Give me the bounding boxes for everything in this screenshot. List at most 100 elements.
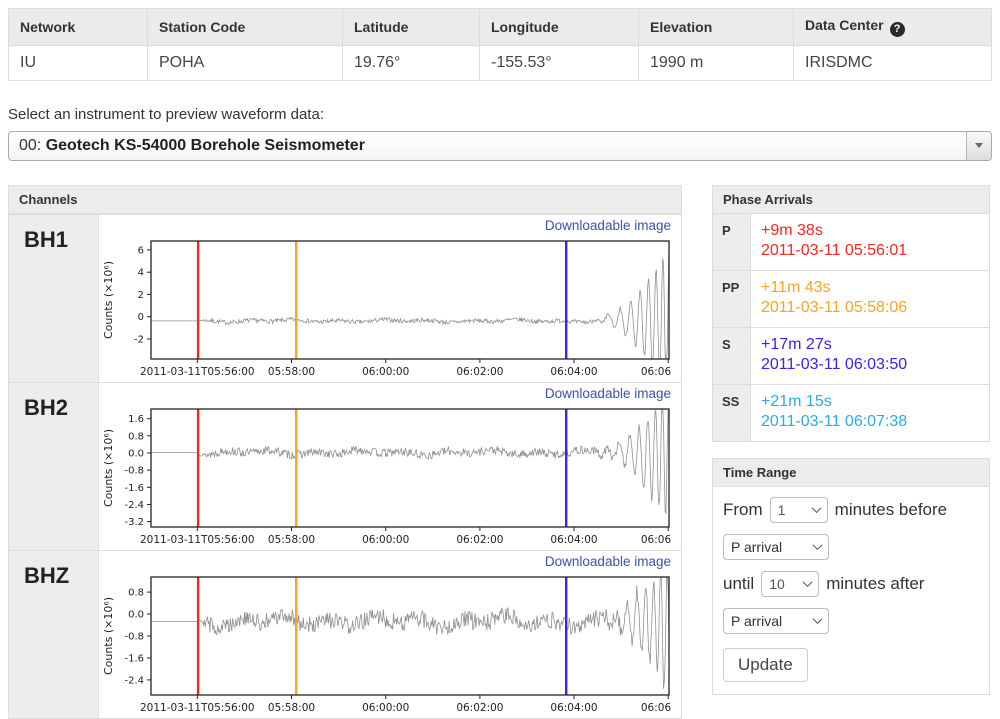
downloadable-image-link[interactable]: Downloadable image [545, 554, 671, 569]
svg-text:2: 2 [138, 289, 144, 300]
col-header-label: Station Code [159, 19, 245, 35]
svg-text:1.6: 1.6 [128, 414, 144, 425]
svg-text:0.8: 0.8 [128, 587, 144, 598]
channels-panel-title: Channels [9, 186, 681, 214]
svg-text:0.0: 0.0 [128, 448, 144, 459]
from-line: From 1 minutes before [723, 497, 979, 523]
phase-datetime: 2011-03-11 05:56:01 [761, 241, 979, 261]
phase-offset: +11m 43s [761, 278, 979, 298]
svg-text:-1.6: -1.6 [124, 482, 144, 493]
help-icon[interactable]: ? [890, 22, 905, 37]
svg-text:05:58:00: 05:58:00 [268, 366, 315, 378]
cell-latitude: 19.76° [343, 45, 480, 80]
col-header-longitude: Longitude [480, 9, 639, 46]
phase-row-p: P +9m 38s 2011-03-11 05:56:01 [713, 214, 989, 270]
chevron-down-icon [813, 540, 823, 550]
before-phase-line: P arrival [723, 534, 979, 560]
instrument-select-label: Select an instrument to preview waveform… [8, 106, 992, 123]
waveform-plot-bh2: Downloadable image 1.60.80.0-0.8-1.6-2.4… [99, 383, 681, 550]
col-header-label: Longitude [491, 19, 559, 35]
right-column: Phase Arrivals P +9m 38s 2011-03-11 05:5… [712, 185, 990, 695]
before-phase-value: P arrival [731, 539, 782, 555]
cell-network: IU [9, 45, 148, 80]
cell-longitude: -155.53° [480, 45, 639, 80]
downloadable-image-link[interactable]: Downloadable image [545, 386, 671, 401]
minutes-before-value: 1 [778, 502, 786, 518]
minutes-after-label: minutes after [826, 574, 924, 594]
phase-offset: +17m 27s [761, 335, 979, 355]
chevron-down-icon [813, 614, 823, 624]
phase-datetime: 2011-03-11 06:07:38 [761, 412, 979, 432]
until-line: until 10 minutes after [723, 571, 979, 597]
cell-station-code: POHA [148, 45, 343, 80]
svg-text:06:02:00: 06:02:00 [456, 366, 503, 378]
phase-arrivals-title: Phase Arrivals [713, 186, 989, 214]
svg-text:2011-03-11T05:56:00: 2011-03-11T05:56:00 [140, 702, 255, 714]
minutes-before-select[interactable]: 1 [770, 497, 828, 523]
phase-offset: +9m 38s [761, 221, 979, 241]
svg-text:06:02:00: 06:02:00 [456, 702, 503, 714]
phase-name: S [713, 328, 751, 384]
col-header-label: Network [20, 19, 75, 35]
svg-text:4: 4 [138, 267, 144, 278]
channel-row-bh2: BH2 Downloadable image 1.6 0.8 0.0 -0.8 -1.6… [9, 382, 681, 550]
station-info-table: Network Station Code Latitude Longitude … [8, 8, 992, 81]
phase-name: PP [713, 271, 751, 327]
waveform-chart: 1.60.80.0-0.8-1.6-2.4-3.22011-03-11T05:5… [101, 406, 675, 551]
update-button[interactable]: Update [723, 648, 808, 682]
station-page: Network Station Code Latitude Longitude … [0, 0, 1000, 716]
svg-text:06:04:00: 06:04:00 [550, 366, 597, 378]
svg-text:06:00:00: 06:00:00 [362, 534, 409, 546]
phase-row-ss: SS +21m 15s 2011-03-11 06:07:38 [713, 384, 989, 441]
station-table-data-row: IU POHA 19.76° -155.53° 1990 m IRISDMC [9, 45, 992, 80]
svg-text:-2: -2 [134, 334, 144, 345]
phase-values: +11m 43s 2011-03-11 05:58:06 [751, 271, 989, 327]
downloadable-image-link[interactable]: Downloadable image [545, 218, 671, 233]
after-phase-line: P arrival [723, 608, 979, 634]
svg-text:-0.8: -0.8 [124, 465, 144, 476]
svg-text:0.8: 0.8 [128, 431, 144, 442]
phase-row-pp: PP +11m 43s 2011-03-11 05:58:06 [713, 270, 989, 327]
svg-text:6: 6 [138, 245, 144, 256]
svg-text:Counts (×10⁶): Counts (×10⁶) [102, 260, 115, 338]
svg-text:0: 0 [138, 312, 144, 323]
waveform-plot-bh1: Downloadable image 6420-22011-03-11T05:5… [99, 215, 681, 382]
phase-name: P [713, 214, 751, 270]
phase-offset: +21m 15s [761, 392, 979, 412]
cell-elevation: 1990 m [639, 45, 794, 80]
after-phase-select[interactable]: P arrival [723, 608, 829, 634]
minutes-after-value: 10 [769, 576, 785, 592]
minutes-before-label: minutes before [835, 500, 947, 520]
svg-text:05:58:00: 05:58:00 [268, 702, 315, 714]
svg-text:Counts (×10⁶): Counts (×10⁶) [102, 428, 115, 506]
phase-datetime: 2011-03-11 06:03:50 [761, 355, 979, 375]
svg-text:06:06: 06:06 [641, 702, 672, 714]
phase-values: +9m 38s 2011-03-11 05:56:01 [751, 214, 989, 270]
svg-text:06:00:00: 06:00:00 [362, 366, 409, 378]
svg-text:06:04:00: 06:04:00 [550, 534, 597, 546]
before-phase-select[interactable]: P arrival [723, 534, 829, 560]
svg-text:06:06: 06:06 [641, 366, 672, 378]
channels-panel: Channels BH1 Downloadable image 6420-220… [8, 185, 682, 719]
time-range-body: From 1 minutes before P arrival [713, 487, 989, 694]
time-range-title: Time Range [713, 459, 989, 487]
col-header-elevation: Elevation [639, 9, 794, 46]
svg-text:-1.6: -1.6 [124, 653, 144, 664]
instrument-select[interactable]: 00: Geotech KS-54000 Borehole Seismomete… [8, 131, 992, 161]
svg-text:06:04:00: 06:04:00 [550, 702, 597, 714]
waveform-plot-bhz: Downloadable image 0.80.0-0.8-1.6-2.4201… [99, 551, 681, 718]
col-header-latitude: Latitude [343, 9, 480, 46]
col-header-label: Elevation [650, 19, 712, 35]
svg-text:06:06: 06:06 [641, 534, 672, 546]
minutes-after-select[interactable]: 10 [761, 571, 819, 597]
svg-text:06:02:00: 06:02:00 [456, 534, 503, 546]
svg-text:0.0: 0.0 [128, 609, 144, 620]
phase-name: SS [713, 385, 751, 441]
channel-row-bhz: BHZ Downloadable image 0.80.0-0.8-1.6-2.… [9, 550, 681, 718]
channel-label: BH2 [9, 383, 99, 550]
chevron-down-icon [966, 132, 991, 160]
channel-row-bh1: BH1 Downloadable image 6420-22011-03-11T… [9, 214, 681, 382]
waveform-chart: 0.80.0-0.8-1.6-2.42011-03-11T05:56:0005:… [101, 574, 675, 719]
phase-datetime: 2011-03-11 05:58:06 [761, 298, 979, 318]
until-label: until [723, 574, 754, 594]
